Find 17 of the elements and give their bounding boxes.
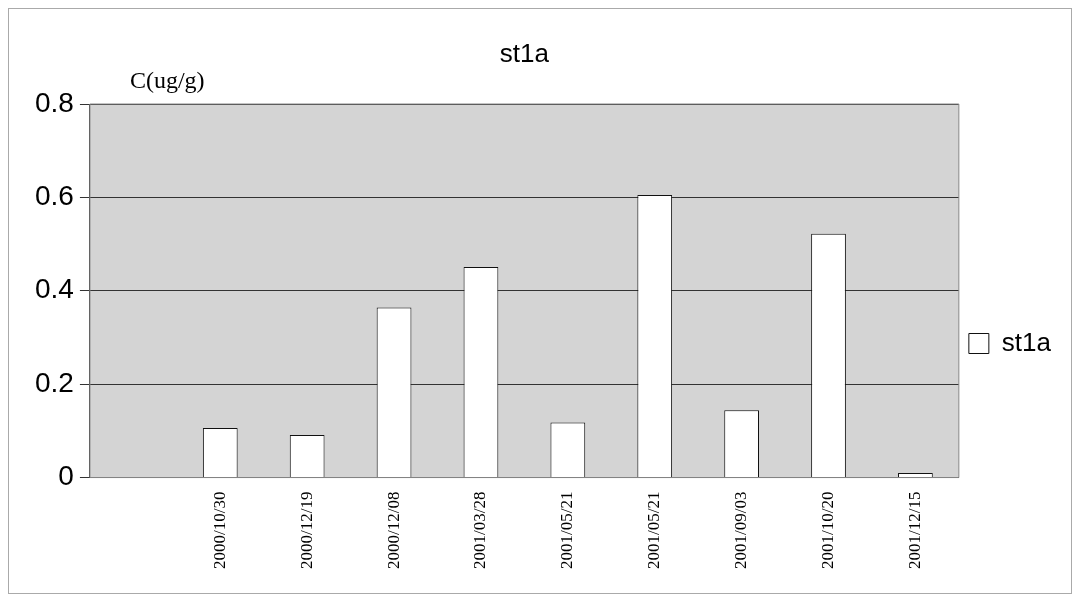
y-tick-label: 0 [58, 460, 74, 492]
y-tick-label: 0.4 [34, 273, 74, 305]
x-tick-label: 2001/09/03 [731, 491, 751, 570]
y-tick-label: 0.6 [34, 180, 74, 212]
x-tick-label: 2001/05/21 [644, 491, 664, 570]
y-axis-title: C(ug/g) [129, 67, 205, 94]
x-tick-label: 2000/10/30 [209, 491, 229, 570]
chart-title: st1a [499, 38, 550, 69]
x-tick-label: 2000/12/19 [296, 491, 316, 570]
y-tick-label: 0.2 [34, 366, 74, 398]
y-tick-label: 0.8 [34, 86, 74, 118]
x-tick-label: 2000/12/08 [383, 491, 403, 570]
x-tick-label: 2001/05/21 [557, 491, 577, 570]
x-tick-label: 2001/03/28 [470, 491, 490, 570]
x-tick-label: 2001/10/20 [817, 491, 837, 570]
x-tick-label: 2001/12/15 [904, 491, 924, 570]
legend-label: st1a [1001, 326, 1052, 357]
